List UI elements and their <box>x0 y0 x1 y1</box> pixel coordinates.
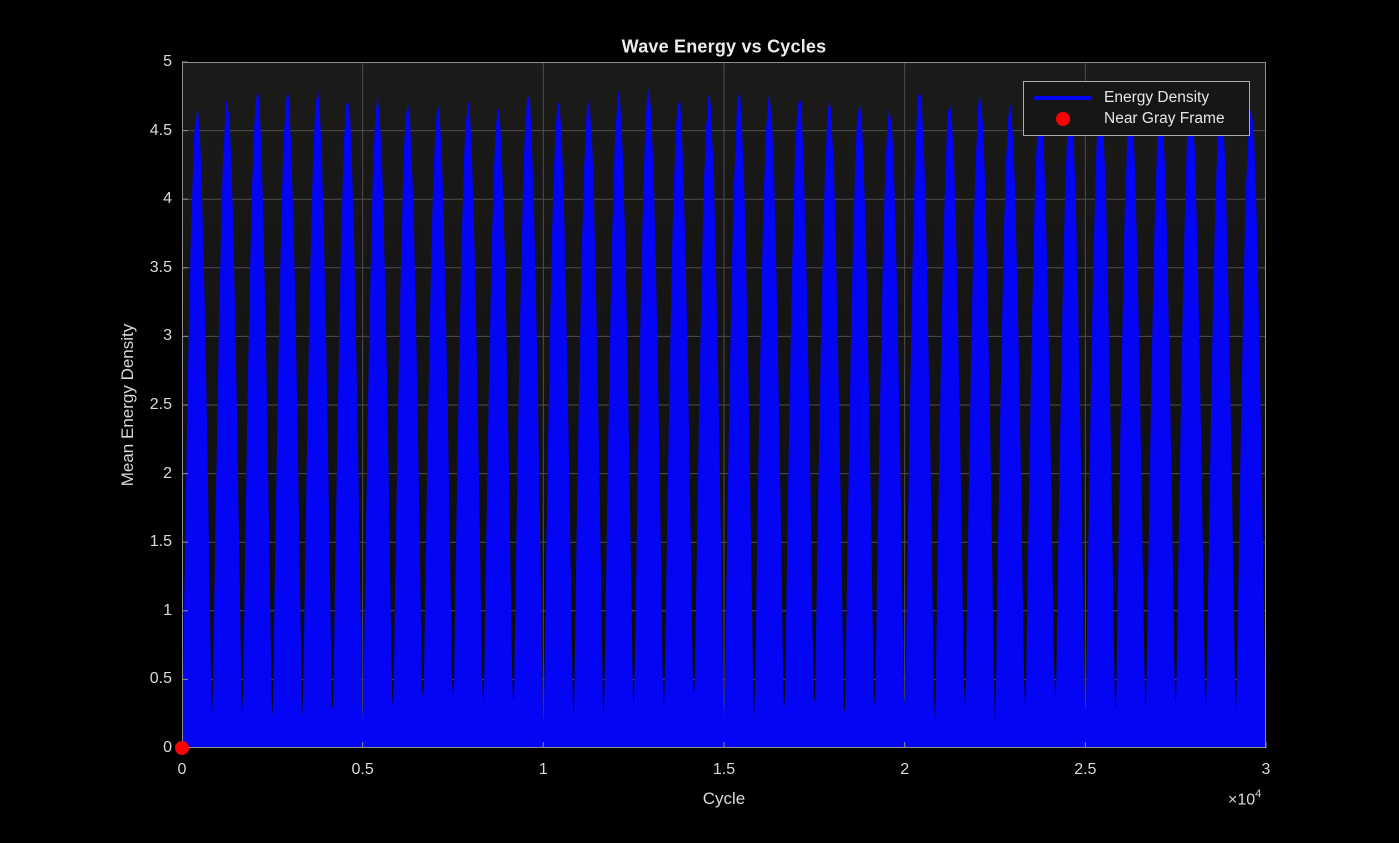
x-tick-label: 1.5 <box>712 761 736 778</box>
y-tick-label: 4.5 <box>149 121 172 139</box>
x-tick-label: 1 <box>538 761 548 778</box>
x-tick-label: 0.5 <box>351 761 374 778</box>
y-tick-label: 2.5 <box>149 396 172 413</box>
legend-label: Energy Density <box>1104 88 1210 106</box>
x-tick-label: 2 <box>900 761 910 778</box>
legend-item-energy-density: Energy Density <box>1032 87 1241 108</box>
legend-item-near-gray-frame: Near Gray Frame <box>1032 108 1241 129</box>
legend-dot-icon <box>1056 111 1070 126</box>
y-tick-label: 0 <box>163 739 172 756</box>
x-tick-label: 2.5 <box>1074 761 1097 778</box>
legend-swatch <box>1032 111 1094 126</box>
plot-area <box>175 61 1267 755</box>
legend-line-icon <box>1034 95 1092 100</box>
y-tick-label: 4 <box>163 190 172 208</box>
multiplier-base: ×10 <box>1228 791 1256 809</box>
y-tick-label: 1 <box>163 601 172 619</box>
y-tick-label: 3 <box>163 327 172 345</box>
y-tick-label: 3.5 <box>149 258 172 276</box>
legend: Energy Density Near Gray Frame <box>1023 81 1250 136</box>
x-axis-exponent-multiplier: ×104 <box>1228 788 1262 809</box>
y-tick-label: 0.5 <box>149 670 172 688</box>
chart-title: Wave Energy vs Cycles <box>621 36 827 57</box>
x-tick-label: 3 <box>1261 761 1271 778</box>
multiplier-exponent: 4 <box>1255 788 1262 800</box>
y-tick-label: 5 <box>163 53 172 70</box>
legend-swatch <box>1032 95 1094 100</box>
y-tick-label: 1.5 <box>149 533 172 551</box>
y-tick-label: 2 <box>163 464 172 482</box>
x-tick-label: 0 <box>177 761 187 778</box>
legend-label: Near Gray Frame <box>1104 109 1225 127</box>
x-axis-label: Cycle <box>702 789 746 808</box>
